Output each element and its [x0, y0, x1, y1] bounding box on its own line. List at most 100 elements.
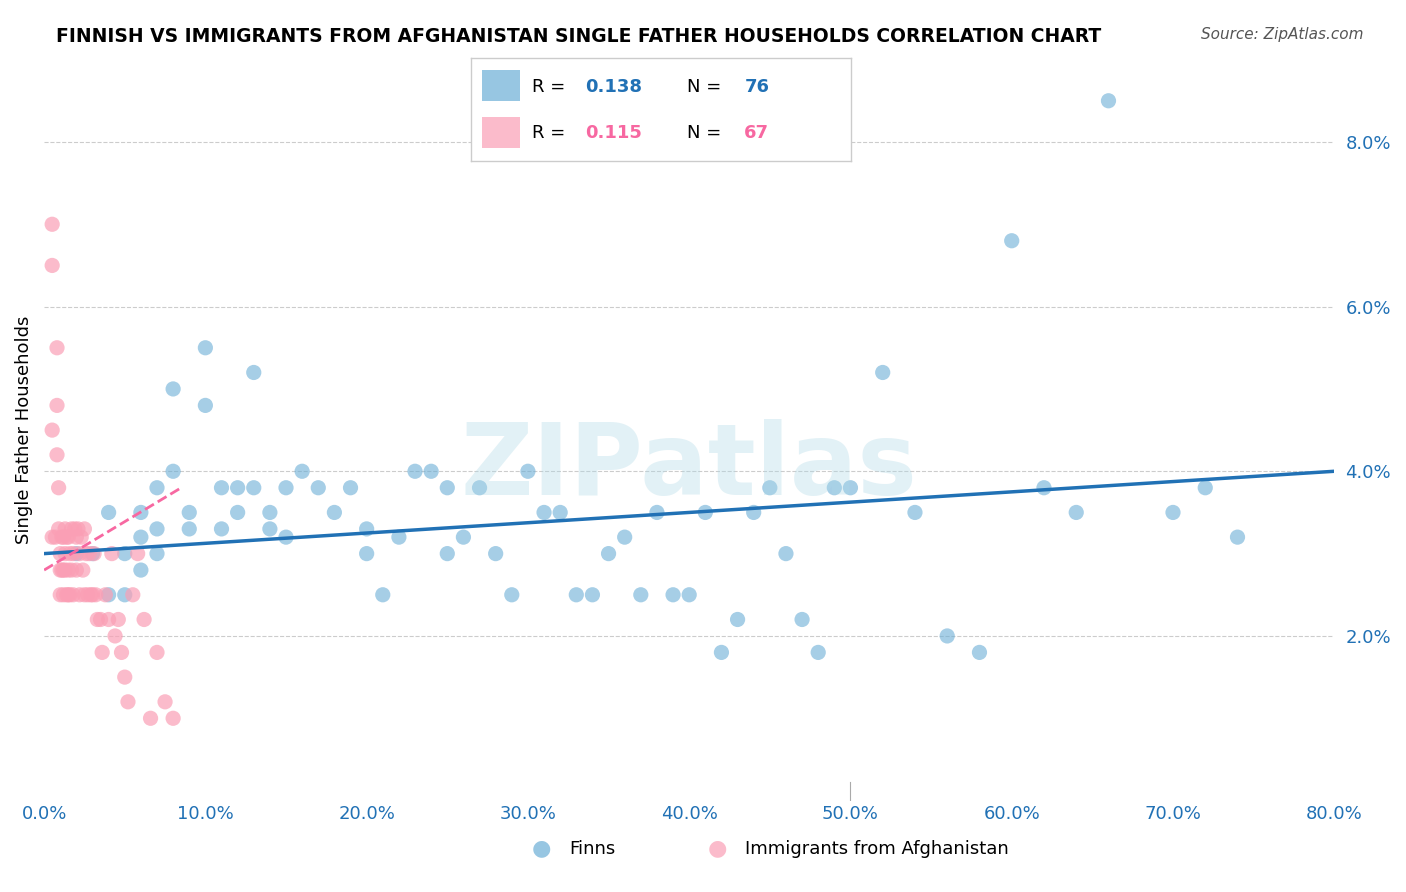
Point	[53, 547, 76, 561]
Point	[259, 505, 281, 519]
Point	[274, 530, 297, 544]
Point	[101, 547, 124, 561]
Point	[121, 588, 143, 602]
Point	[51, 563, 73, 577]
Point	[46, 448, 69, 462]
Text: Source: ZipAtlas.com: Source: ZipAtlas.com	[1201, 27, 1364, 42]
Point	[404, 464, 426, 478]
Point	[129, 505, 152, 519]
Text: N =: N =	[688, 78, 727, 95]
Point	[1161, 505, 1184, 519]
Point	[162, 464, 184, 478]
Point	[49, 547, 72, 561]
Point	[58, 588, 80, 602]
Text: Immigrants from Afghanistan: Immigrants from Afghanistan	[745, 840, 1010, 858]
Point	[1194, 481, 1216, 495]
Point	[48, 522, 70, 536]
Point	[226, 481, 249, 495]
Bar	[482, 118, 520, 148]
Point	[162, 382, 184, 396]
Point	[790, 612, 813, 626]
Point	[82, 547, 104, 561]
Point	[371, 588, 394, 602]
Point	[59, 547, 82, 561]
Point	[77, 547, 100, 561]
Point	[339, 481, 361, 495]
Point	[86, 612, 108, 626]
Point	[146, 522, 169, 536]
Point	[242, 481, 264, 495]
Point	[107, 612, 129, 626]
Point	[41, 530, 63, 544]
Point	[48, 481, 70, 495]
Point	[41, 259, 63, 273]
Point	[62, 547, 84, 561]
Point	[162, 711, 184, 725]
Point	[65, 547, 87, 561]
Point	[83, 547, 105, 561]
Point	[1226, 530, 1249, 544]
Point	[97, 505, 120, 519]
Point	[872, 366, 894, 380]
Point	[73, 522, 96, 536]
Y-axis label: Single Father Households: Single Father Households	[15, 316, 32, 544]
Point	[84, 588, 107, 602]
Point	[307, 481, 329, 495]
Text: R =: R =	[531, 124, 571, 142]
Point	[117, 695, 139, 709]
Point	[420, 464, 443, 478]
Point	[388, 530, 411, 544]
Point	[127, 547, 149, 561]
Point	[211, 522, 233, 536]
Point	[94, 588, 117, 602]
Point	[58, 530, 80, 544]
Point	[548, 505, 571, 519]
Text: ●: ●	[707, 838, 727, 858]
Point	[73, 588, 96, 602]
Point	[581, 588, 603, 602]
Point	[63, 522, 86, 536]
Text: ●: ●	[531, 838, 551, 858]
Point	[516, 464, 538, 478]
Point	[46, 341, 69, 355]
Point	[114, 547, 136, 561]
Point	[49, 563, 72, 577]
Point	[501, 588, 523, 602]
Point	[72, 563, 94, 577]
Point	[55, 530, 77, 544]
Point	[485, 547, 508, 561]
Text: 76: 76	[744, 78, 769, 95]
Point	[194, 341, 217, 355]
Point	[936, 629, 959, 643]
Point	[839, 481, 862, 495]
Point	[129, 530, 152, 544]
Point	[695, 505, 717, 519]
Point	[904, 505, 927, 519]
Point	[1097, 94, 1119, 108]
Point	[1033, 481, 1056, 495]
Text: 0.115: 0.115	[585, 124, 641, 142]
Point	[53, 522, 76, 536]
Point	[146, 645, 169, 659]
Text: 0.138: 0.138	[585, 78, 643, 95]
Text: FINNISH VS IMMIGRANTS FROM AFGHANISTAN SINGLE FATHER HOUSEHOLDS CORRELATION CHAR: FINNISH VS IMMIGRANTS FROM AFGHANISTAN S…	[56, 27, 1101, 45]
Point	[194, 398, 217, 412]
Point	[727, 612, 749, 626]
Point	[114, 588, 136, 602]
Point	[65, 530, 87, 544]
Point	[1001, 234, 1024, 248]
Point	[69, 547, 91, 561]
Point	[678, 588, 700, 602]
Point	[52, 563, 75, 577]
Point	[565, 588, 588, 602]
Point	[41, 217, 63, 231]
Point	[742, 505, 765, 519]
Point	[114, 670, 136, 684]
Point	[60, 563, 83, 577]
Point	[453, 530, 475, 544]
Text: R =: R =	[531, 78, 571, 95]
Point	[259, 522, 281, 536]
Point	[52, 588, 75, 602]
Point	[80, 588, 103, 602]
Point	[82, 588, 104, 602]
